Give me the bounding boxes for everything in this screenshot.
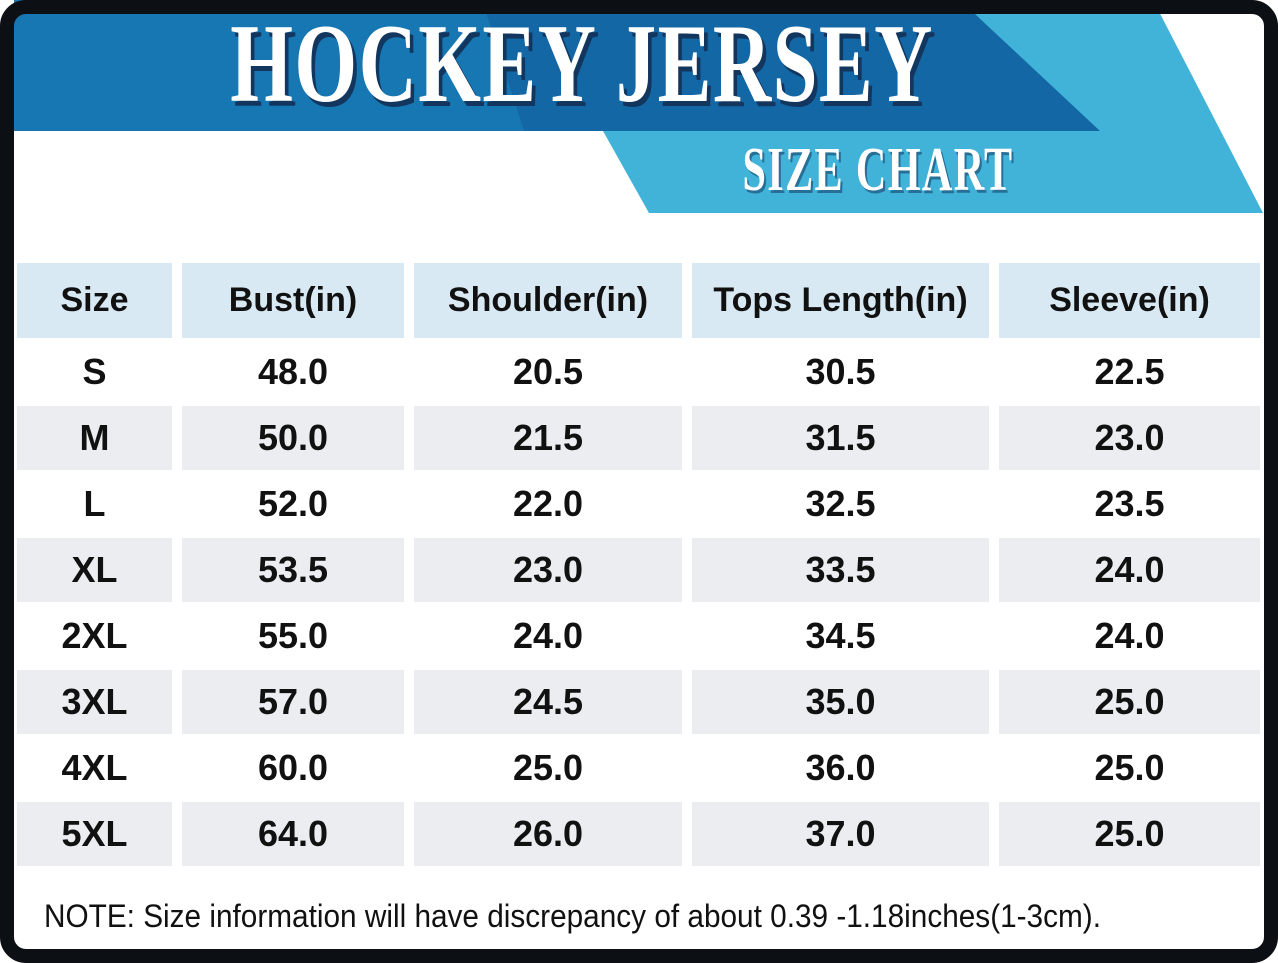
table-cell: 25.0 — [999, 670, 1260, 734]
table-cell: 2XL — [17, 604, 172, 668]
table-cell: 25.0 — [999, 802, 1260, 866]
size-table: Size Bust(in) Shoulder(in) Tops Length(in) S… — [17, 263, 1260, 866]
table-cell: 25.0 — [999, 736, 1260, 800]
table-cell: 4XL — [17, 736, 172, 800]
banner-dark-parallelogram — [482, 0, 1100, 131]
table-cell: 55.0 — [182, 604, 404, 668]
note-text: NOTE: Size information will have discrep… — [44, 898, 1101, 934]
page-subtitle: SIZE CHART — [742, 136, 1014, 204]
page-title: HOCKEY JERSEY — [230, 2, 934, 126]
table-cell: 22.5 — [999, 340, 1260, 404]
table-cell: 36.0 — [692, 736, 989, 800]
table-cell: S — [17, 340, 172, 404]
table-cell: 60.0 — [182, 736, 404, 800]
header-cell: Sleeve(in) — [999, 263, 1260, 338]
table-cell: 30.5 — [692, 340, 989, 404]
table-cell: 20.5 — [414, 340, 682, 404]
header-cell: Size — [17, 263, 172, 338]
table-cell: 23.5 — [999, 472, 1260, 536]
table-cell: 33.5 — [692, 538, 989, 602]
table-cell: 64.0 — [182, 802, 404, 866]
table-cell: 53.5 — [182, 538, 404, 602]
table-cell: XL — [17, 538, 172, 602]
header-cell: Tops Length(in) — [692, 263, 989, 338]
table-cell: 21.5 — [414, 406, 682, 470]
table-cell: 37.0 — [692, 802, 989, 866]
table-cell: 3XL — [17, 670, 172, 734]
table-cell: 24.0 — [414, 604, 682, 668]
table-cell: 24.0 — [999, 538, 1260, 602]
table-cell: 35.0 — [692, 670, 989, 734]
table-cell: 23.0 — [414, 538, 682, 602]
table-cell: 34.5 — [692, 604, 989, 668]
table-cell: 24.5 — [414, 670, 682, 734]
table-cell: 31.5 — [692, 406, 989, 470]
table-cell: 25.0 — [414, 736, 682, 800]
table-cell: M — [17, 406, 172, 470]
table-cell: 57.0 — [182, 670, 404, 734]
table-cell: 48.0 — [182, 340, 404, 404]
table-cell: 26.0 — [414, 802, 682, 866]
table-cell: 5XL — [17, 802, 172, 866]
table-cell: 22.0 — [414, 472, 682, 536]
table-cell: L — [17, 472, 172, 536]
table-cell: 52.0 — [182, 472, 404, 536]
header-cell: Bust(in) — [182, 263, 404, 338]
table-cell: 23.0 — [999, 406, 1260, 470]
table-cell: 24.0 — [999, 604, 1260, 668]
table-cell: 50.0 — [182, 406, 404, 470]
header-cell: Shoulder(in) — [414, 263, 682, 338]
banner-background — [14, 0, 1263, 213]
table-cell: 32.5 — [692, 472, 989, 536]
